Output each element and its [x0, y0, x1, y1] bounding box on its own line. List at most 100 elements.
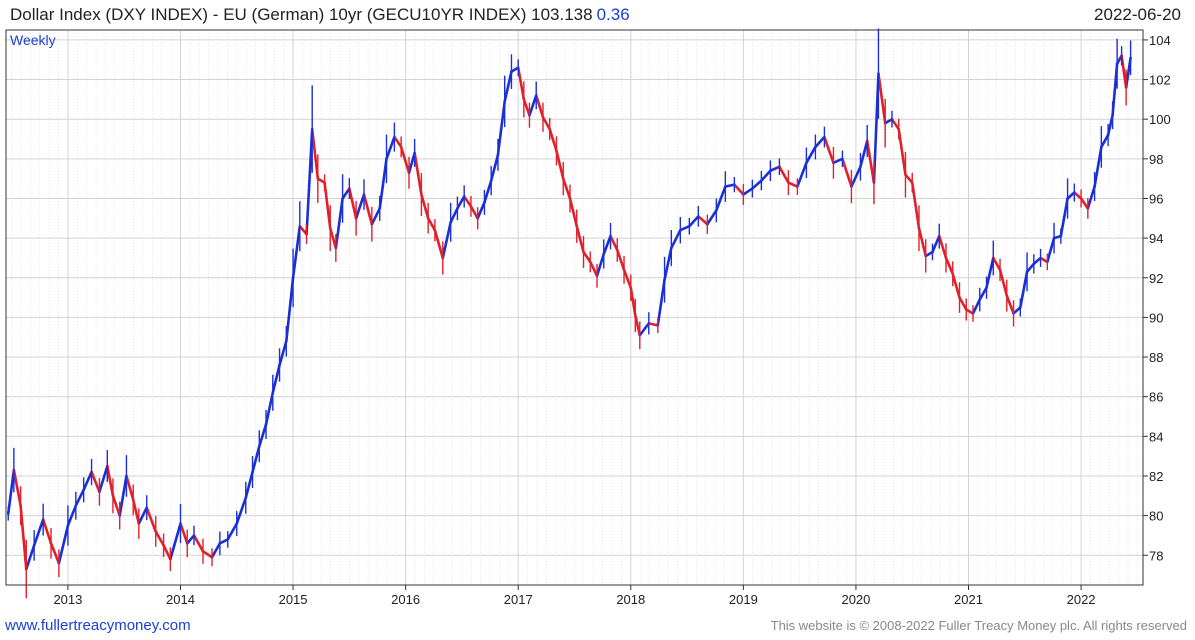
series-segment: [378, 157, 388, 210]
series-segment: [385, 135, 396, 161]
y-tick-label: 98: [1149, 152, 1163, 167]
series-segment: [629, 286, 637, 317]
title-text: Dollar Index (DXY INDEX) - EU (German) 1…: [10, 5, 593, 24]
series-segment: [998, 268, 1009, 297]
y-tick-label: 82: [1149, 469, 1163, 484]
series-segment: [210, 542, 222, 559]
x-tick-label: 2017: [504, 592, 533, 607]
series-segment: [323, 181, 332, 230]
series-segment: [883, 117, 894, 125]
series-segment: [469, 205, 479, 220]
series-segment: [877, 72, 887, 125]
series-segment: [670, 228, 682, 250]
series-segment: [656, 278, 666, 327]
series-segment: [235, 496, 248, 525]
x-tick-label: 2021: [954, 592, 983, 607]
series-segment: [964, 308, 975, 315]
x-tick-label: 2013: [53, 592, 82, 607]
y-tick-label: 78: [1149, 548, 1163, 563]
series-segment: [796, 161, 808, 188]
series-segment: [257, 423, 268, 448]
series-segment: [74, 488, 85, 508]
series-segment: [991, 256, 1002, 272]
series-segment: [724, 183, 736, 188]
series-segment: [897, 127, 907, 176]
series-segment: [441, 220, 452, 260]
series-segment: [291, 224, 302, 280]
series-segment: [528, 94, 538, 117]
chart-title: Dollar Index (DXY INDEX) - EU (German) 1…: [10, 5, 630, 25]
y-tick-label: 92: [1149, 271, 1163, 286]
series-segment: [814, 135, 826, 149]
series-segment: [733, 183, 745, 196]
series-segment: [1093, 145, 1103, 188]
series-segment: [742, 187, 754, 196]
x-tick-label: 2022: [1067, 592, 1096, 607]
series-segment: [602, 234, 612, 256]
y-tick-label: 84: [1149, 429, 1163, 444]
y-tick-label: 86: [1149, 390, 1163, 405]
series-segment: [6, 468, 16, 515]
series-segment: [841, 157, 853, 188]
series-segment: [12, 468, 22, 508]
series-segment: [715, 185, 727, 212]
series-segment: [393, 135, 403, 149]
series-segment: [1100, 133, 1110, 149]
series-segment: [904, 173, 914, 184]
x-tick-label: 2019: [729, 592, 758, 607]
series-segment: [865, 139, 876, 184]
series-segment: [503, 70, 513, 103]
series-segment: [1120, 54, 1128, 89]
series-segment: [760, 169, 772, 182]
x-tick-label: 2020: [841, 592, 870, 607]
series-segment: [98, 464, 109, 494]
series-segment: [354, 193, 366, 220]
series-segment: [334, 197, 344, 250]
series-segment: [49, 542, 61, 565]
x-tick-label: 2018: [616, 592, 645, 607]
x-tick-label: 2014: [166, 592, 195, 607]
series-segment: [823, 135, 835, 165]
series-segment: [285, 276, 295, 343]
series-segment: [496, 100, 507, 157]
series-segment: [1012, 306, 1022, 315]
series-segment: [769, 165, 781, 173]
series-segment: [688, 215, 700, 228]
series-segment: [1111, 62, 1119, 117]
series-segment: [66, 504, 78, 527]
series-segment: [362, 193, 374, 226]
series-segment: [751, 179, 763, 190]
series-segment: [609, 234, 619, 252]
series-segment: [476, 201, 486, 220]
series-segment: [910, 181, 921, 230]
series-segment: [218, 538, 230, 545]
series-segment: [125, 474, 135, 502]
series-segment: [1046, 236, 1056, 264]
series-segment: [561, 177, 572, 200]
x-tick-label: 2016: [391, 592, 420, 607]
series-segment: [413, 151, 423, 196]
series-segment: [1032, 256, 1042, 266]
series-segment: [154, 530, 165, 547]
footer-website-link[interactable]: www.fullertreacymoney.com: [5, 617, 191, 634]
series-segment: [370, 207, 382, 226]
series-segment: [638, 322, 651, 337]
series-segment: [179, 522, 189, 545]
y-tick-label: 88: [1149, 350, 1163, 365]
series-segment: [522, 98, 531, 117]
series-segment: [271, 363, 281, 395]
series-segment: [890, 117, 901, 131]
series-segment: [706, 209, 718, 226]
series-segment: [615, 248, 626, 272]
series-segment: [1124, 56, 1132, 89]
series-segment: [310, 127, 320, 180]
y-tick-label: 80: [1149, 509, 1163, 524]
series-segment: [859, 139, 869, 169]
series-segment: [420, 193, 430, 220]
change-value: 0.36: [596, 5, 630, 24]
series-segment: [937, 234, 948, 260]
series-segment: [162, 544, 172, 561]
series-segment: [278, 339, 288, 367]
series-segment: [872, 72, 880, 184]
